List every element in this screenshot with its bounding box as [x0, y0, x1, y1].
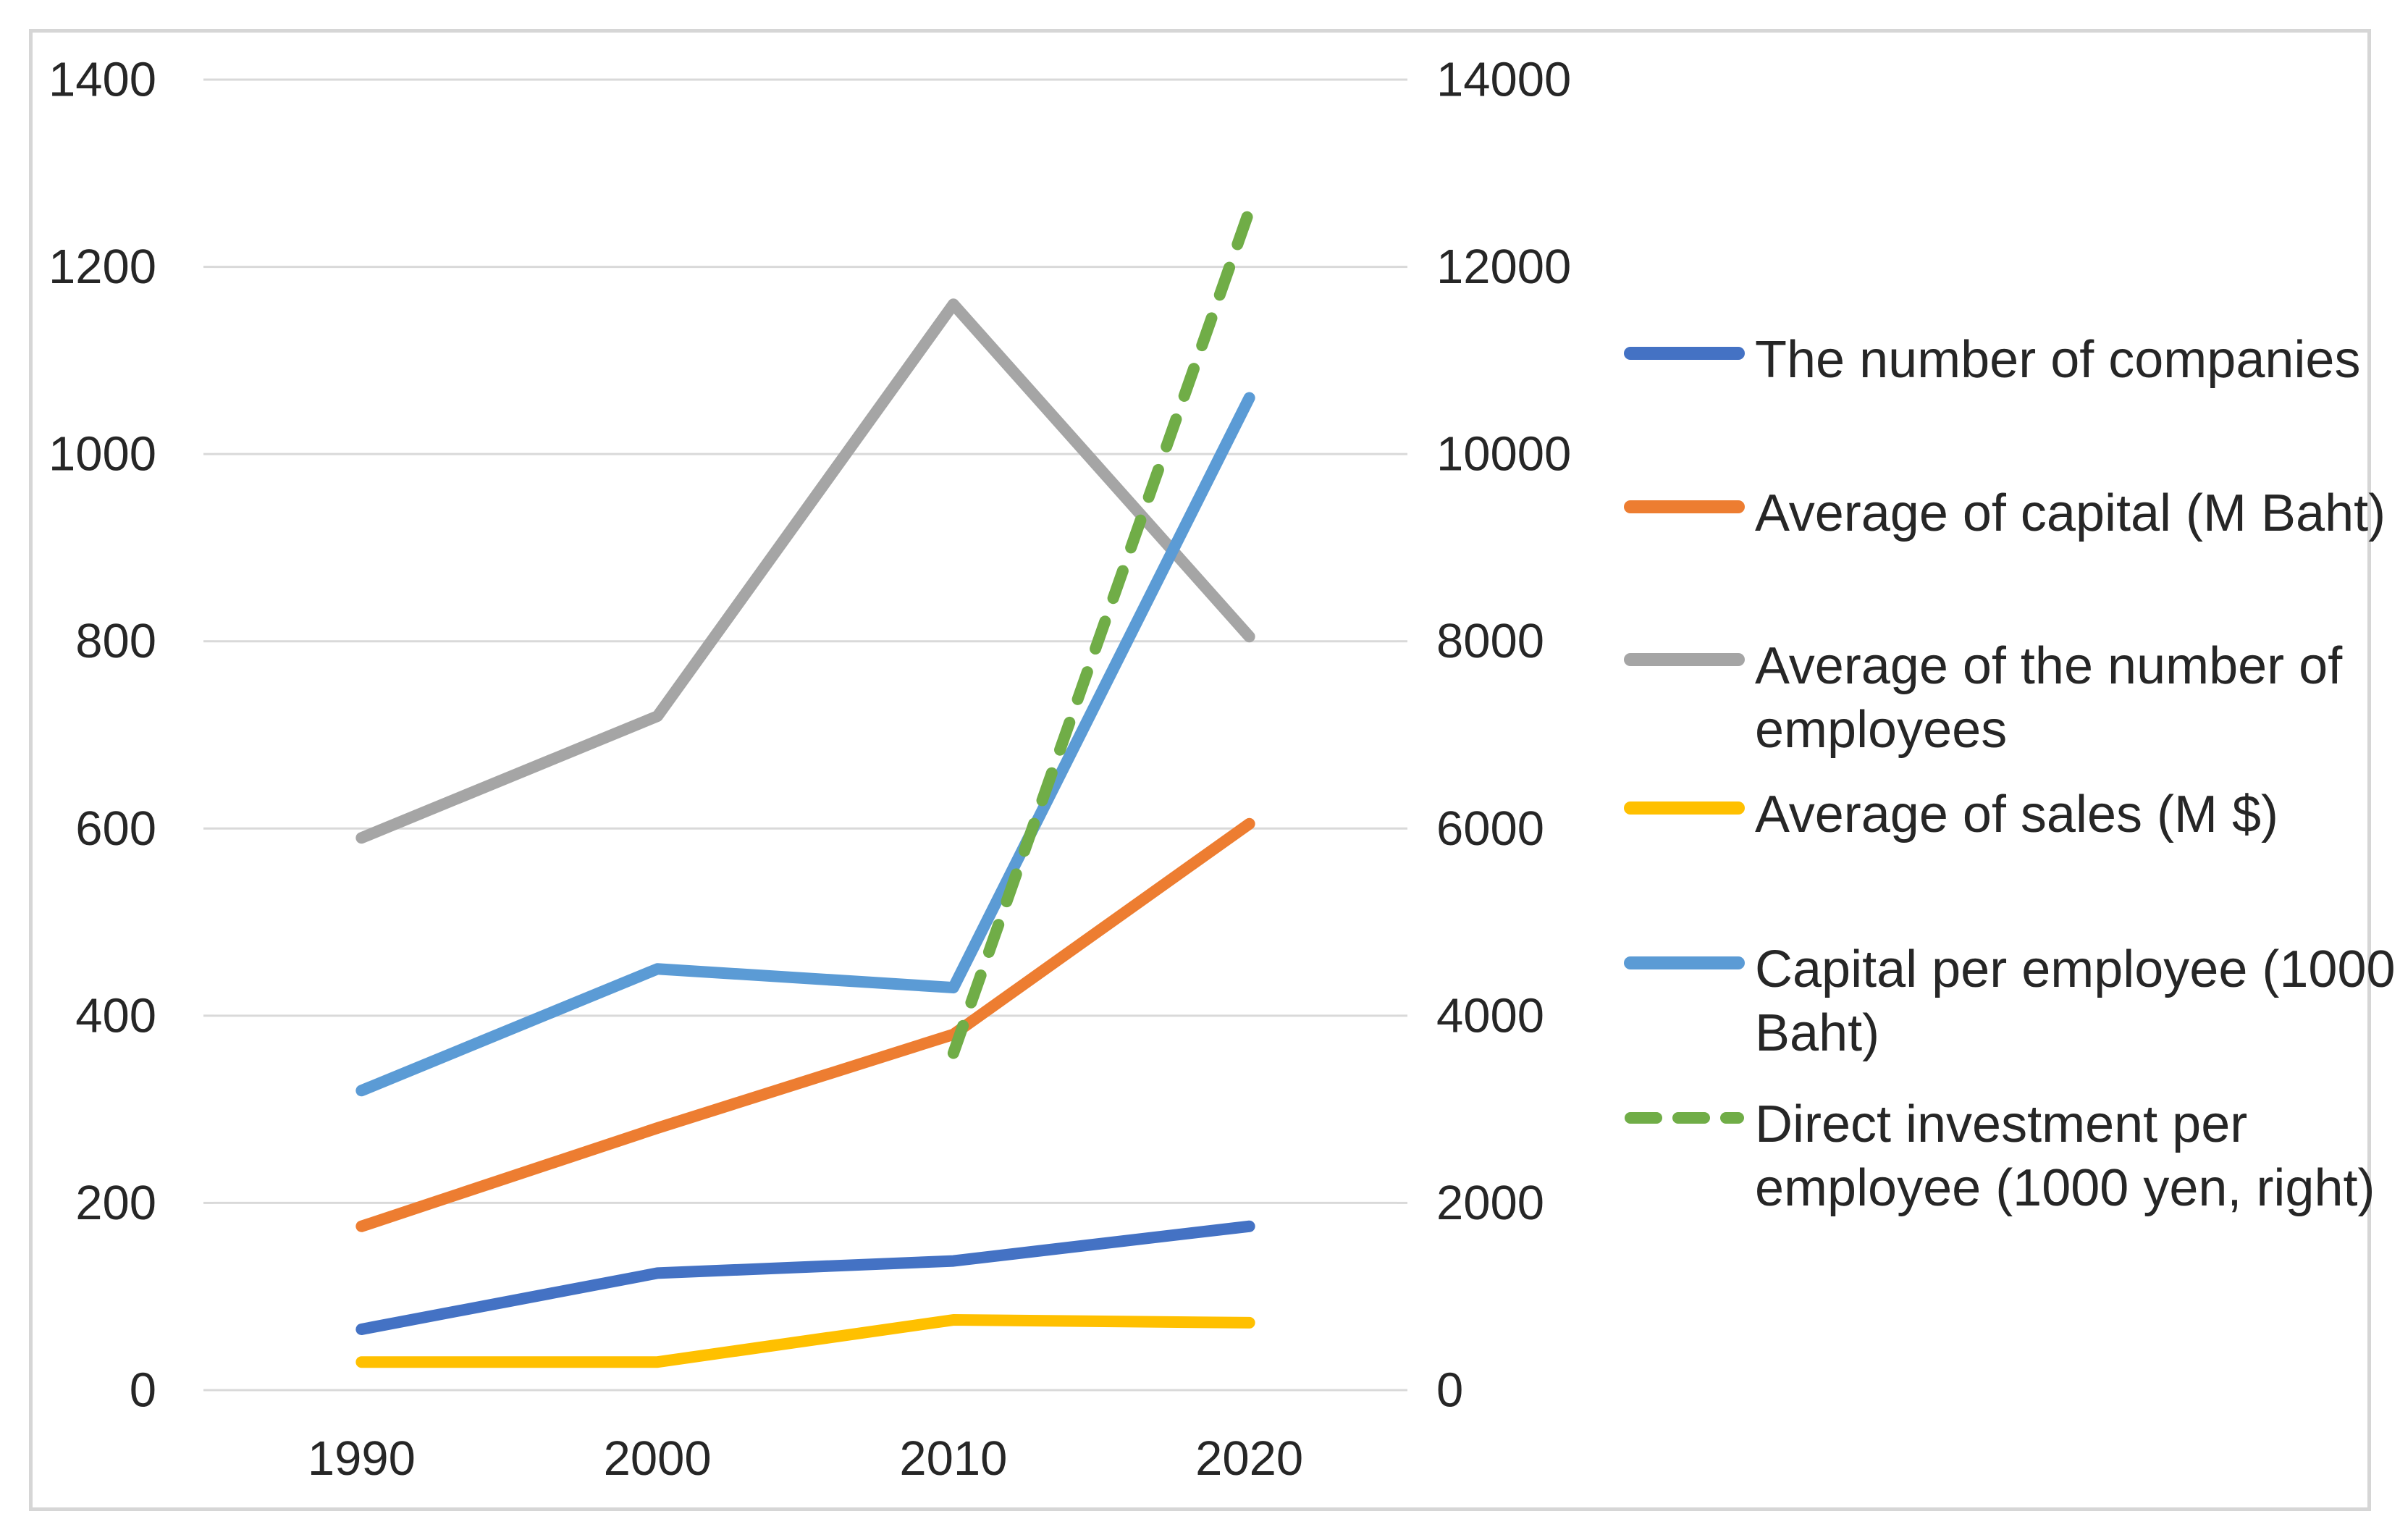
axis-tick-marks [203, 78, 1407, 1392]
legend-swatch-average-of-capital-m-baht-icon [1624, 500, 1745, 513]
right-axis-tick-label: 14000 [1436, 53, 1571, 107]
right-axis-tick-label: 8000 [1436, 614, 1544, 668]
legend-label: Average of sales (M $) [1755, 783, 2400, 846]
right-axis-labels: 0 2000 4000 6000 8000 10000 12000 14000 [1436, 53, 1571, 1418]
right-axis-tick-label: 0 [1436, 1363, 1463, 1418]
legend-label: Capital per employee (1000 Baht) [1755, 938, 2400, 1065]
legend-label-line: The number of companies [1755, 331, 2361, 389]
legend-label-line: employee (1000 yen, right) [1755, 1159, 2375, 1217]
x-axis-tick-label: 2020 [1195, 1431, 1303, 1486]
legend-item-average-of-sales-m: Average of sales (M $) [1624, 783, 2400, 846]
legend-label: The number of companies [1755, 328, 2400, 392]
x-axis-tick-label: 2000 [604, 1431, 712, 1486]
left-axis-tick-label: 600 [75, 801, 156, 856]
series-lines [355, 205, 1255, 1368]
legend-item-average-of-capital-m-baht: Average of capital (M Baht) [1624, 481, 2400, 545]
left-axis-tick-label: 1400 [49, 53, 156, 107]
legend-label-line: Average of capital (M Baht) [1755, 484, 2386, 542]
x-axis-tick-label: 2010 [899, 1431, 1007, 1486]
legend-item-direct-investment-per-employee-1000-yen-right: Direct investment per employee (1000 yen,… [1624, 1093, 2400, 1220]
series-line-average-of-the-number-of-employees [355, 298, 1255, 844]
left-axis-labels: 0 200 400 600 800 1000 1200 1400 [49, 53, 156, 1418]
left-axis-tick-label: 400 [75, 988, 156, 1043]
legend-label: Direct investment per employee (1000 yen,… [1755, 1093, 2400, 1220]
legend-label-line: employees [1755, 701, 2008, 759]
series-line-average-of-sales-m [355, 1314, 1255, 1368]
right-axis-tick-label: 10000 [1436, 427, 1571, 481]
left-axis-tick-label: 200 [75, 1176, 156, 1230]
legend-item-capital-per-employee-1000-baht: Capital per employee (1000 Baht) [1624, 938, 2400, 1065]
legend-label: Average of the number of employees [1755, 634, 2400, 762]
series-line-the-number-of-companies [355, 1220, 1255, 1335]
x-axis-tick-label: 1990 [308, 1431, 416, 1486]
left-axis-tick-label: 1000 [49, 427, 156, 481]
legend-label: Average of capital (M Baht) [1755, 481, 2400, 545]
gridlines [214, 78, 1397, 1392]
legend-label-line: Average of the number of [1755, 637, 2343, 695]
legend-item-average-of-the-number-of-employees: Average of the number of employees [1624, 634, 2400, 762]
legend-label-line: Capital per employee (1000 [1755, 941, 2396, 998]
legend-label-line: Average of sales (M $) [1755, 786, 2278, 843]
left-axis-tick-label: 0 [130, 1363, 156, 1418]
right-axis-tick-label: 2000 [1436, 1176, 1544, 1230]
series-line-direct-investment-per-employee-1000-yen-right [947, 205, 1255, 1059]
right-axis-tick-label: 12000 [1436, 240, 1571, 294]
legend-swatch-capital-per-employee-1000-baht-icon [1624, 956, 1745, 969]
left-axis-tick-label: 800 [75, 614, 156, 668]
chart-frame-border [29, 29, 2371, 1511]
right-axis-tick-label: 6000 [1436, 801, 1544, 856]
x-axis-labels: 1990 2000 2010 2020 [308, 1431, 1303, 1486]
legend-swatch-average-of-sales-m-icon [1624, 801, 1745, 815]
legend-label-line: Baht) [1755, 1004, 1880, 1062]
legend-swatch-direct-investment-per-employee-1000-yen-right-icon [1625, 1112, 1744, 1124]
series-line-capital-per-employee-1000-baht [355, 392, 1255, 1097]
right-axis-tick-label: 4000 [1436, 988, 1544, 1043]
series-line-average-of-capital-m-baht [355, 817, 1255, 1232]
legend-item-the-number-of-companies: The number of companies [1624, 328, 2400, 392]
left-axis-tick-label: 1200 [49, 240, 156, 294]
legend-swatch-average-of-the-number-of-employees-icon [1624, 653, 1745, 666]
legend-label-line: Direct investment per [1755, 1095, 2248, 1153]
legend-swatch-the-number-of-companies-icon [1624, 347, 1745, 360]
